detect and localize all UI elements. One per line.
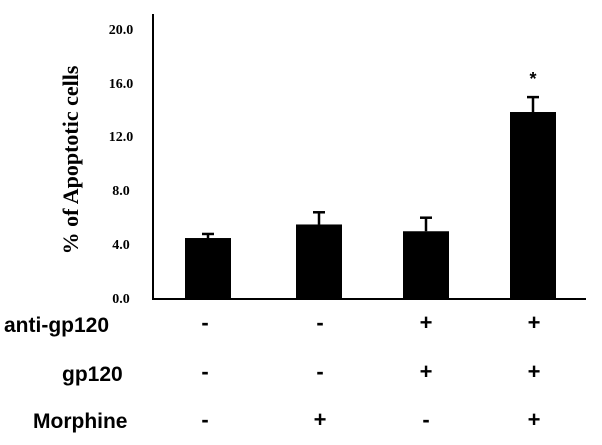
- condition-sign: -: [422, 407, 429, 432]
- condition-sign: +: [420, 359, 433, 384]
- significance-marker-4: *: [529, 69, 536, 89]
- bar-4: [510, 112, 556, 299]
- condition-sign: -: [316, 310, 323, 335]
- condition-sign: +: [420, 310, 433, 335]
- bars-group: *: [185, 69, 556, 299]
- bar-2: [296, 224, 342, 299]
- condition-sign: -: [201, 310, 208, 335]
- condition-sign: +: [314, 407, 327, 432]
- condition-table: anti-gp120 gp120 Morphine - - + + - - + + - + - +: [4, 310, 540, 433]
- y-tick-label: 4.0: [112, 238, 130, 253]
- bar-1: [185, 238, 231, 299]
- bar-3: [403, 231, 449, 299]
- condition-sign: -: [201, 359, 208, 384]
- y-tick-label: 8.0: [112, 184, 130, 199]
- condition-label-gp120: gp120: [62, 363, 123, 386]
- condition-sign: +: [528, 407, 541, 432]
- y-axis-title: % of Apoptotic cells: [58, 65, 83, 254]
- condition-label-morphine: Morphine: [33, 410, 128, 433]
- condition-sign: -: [316, 359, 323, 384]
- y-tick-label: 20.0: [109, 23, 134, 38]
- y-tick-label: 16.0: [109, 77, 134, 92]
- y-tick-label: 0.0: [112, 292, 130, 307]
- condition-sign: +: [528, 359, 541, 384]
- y-tick-labels: 0.0 4.0 8.0 12.0 16.0 20.0: [109, 23, 134, 307]
- condition-sign: +: [528, 310, 541, 335]
- condition-sign: -: [201, 407, 208, 432]
- condition-label-anti-gp120: anti-gp120: [4, 314, 109, 337]
- y-tick-label: 12.0: [109, 130, 134, 145]
